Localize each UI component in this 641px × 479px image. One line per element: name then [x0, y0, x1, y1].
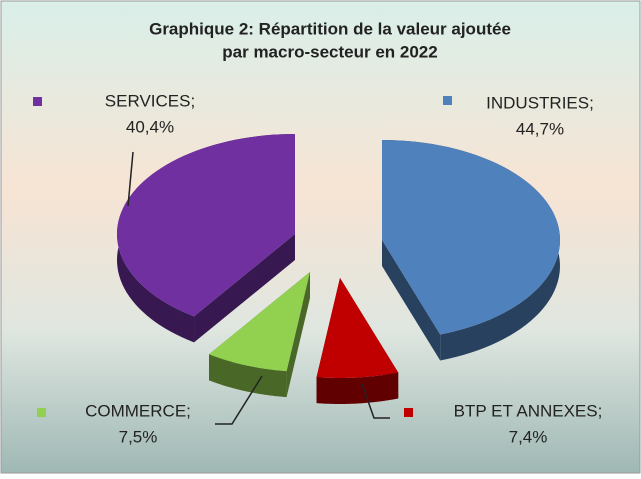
- chart-title: par macro-secteur en 2022: [222, 42, 437, 61]
- slice: [316, 278, 399, 378]
- slice-label: COMMERCE;: [85, 401, 191, 420]
- slice: [209, 272, 310, 372]
- leader-line: [127, 151, 134, 207]
- slice-side: [194, 234, 295, 343]
- legend-swatch: [33, 97, 42, 106]
- value-label: 40,4%: [126, 117, 174, 136]
- slice-label: BTP ET ANNEXES;: [454, 401, 603, 420]
- slice-label: INDUSTRIES;: [486, 93, 594, 112]
- slice-side: [286, 272, 310, 398]
- slice-side: [382, 240, 441, 361]
- pie: [117, 134, 560, 404]
- leader-line: [215, 375, 263, 425]
- leader-line: [361, 383, 390, 419]
- legend-swatch: [404, 408, 413, 417]
- legend-swatch: [443, 96, 452, 105]
- slice: [382, 140, 560, 335]
- value-label: 7,4%: [509, 427, 548, 446]
- slice: [117, 134, 295, 317]
- slice-side: [209, 354, 287, 398]
- slice-side: [316, 372, 399, 404]
- value-label: 44,7%: [516, 119, 564, 138]
- chart-title: Graphique 2: Répartition de la valeur aj…: [149, 19, 511, 38]
- value-label: 7,5%: [119, 427, 158, 446]
- legend-swatch: [37, 408, 46, 417]
- slice-label: SERVICES;: [105, 91, 195, 110]
